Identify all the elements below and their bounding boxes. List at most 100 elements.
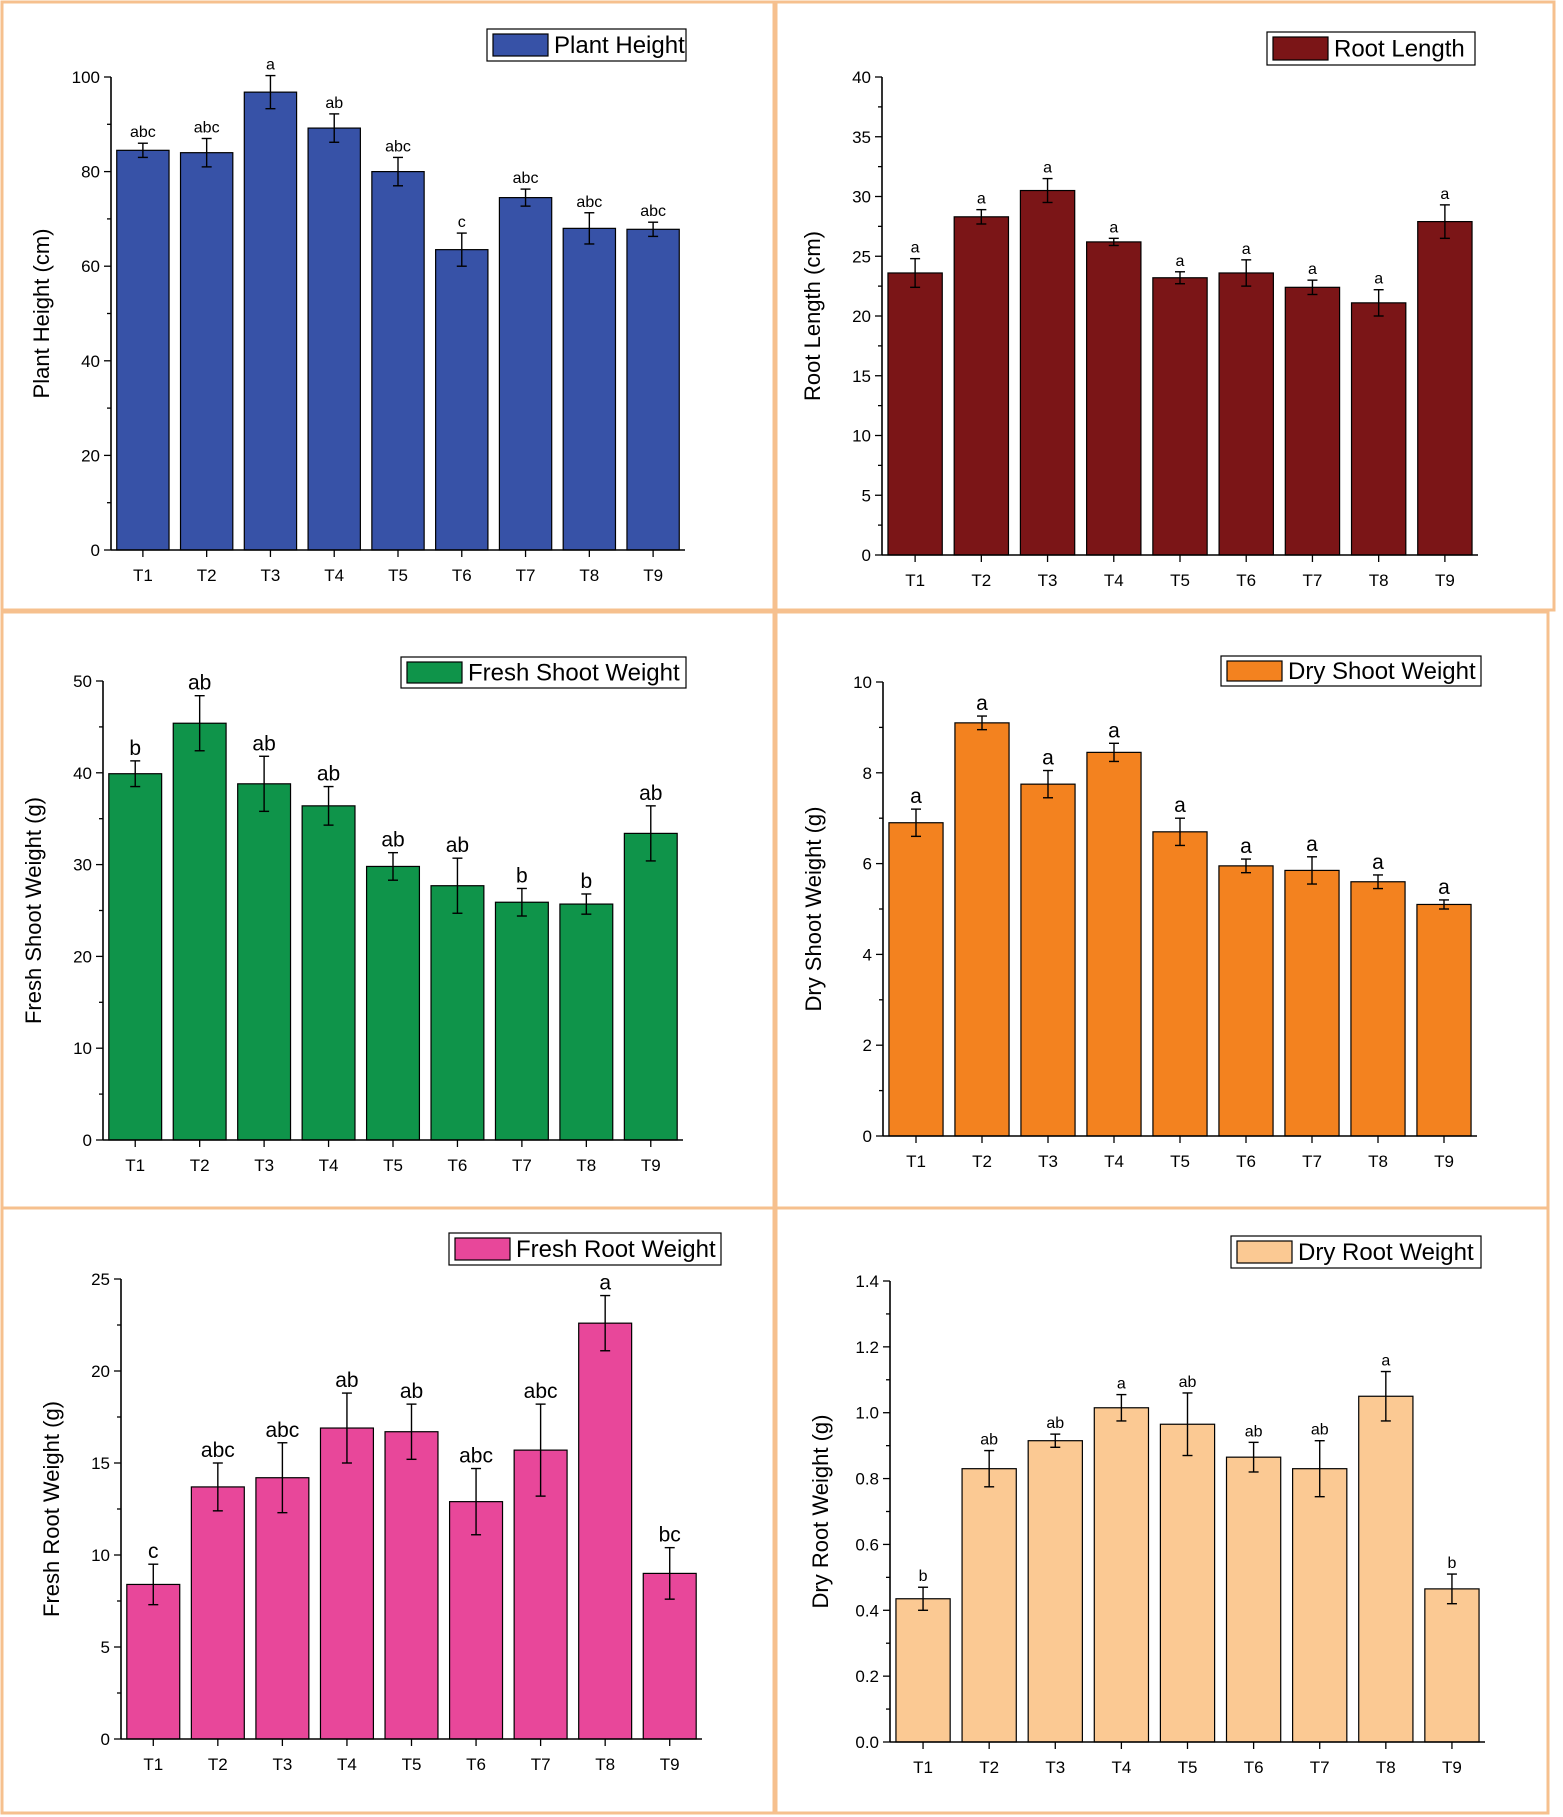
- significance-letter: abc: [576, 194, 602, 211]
- x-tick-label: T3: [1038, 1152, 1058, 1171]
- x-tick-label: T5: [383, 1156, 403, 1175]
- bar-T9[interactable]: [1417, 220, 1473, 556]
- significance-letter: a: [1374, 271, 1383, 288]
- significance-letter: a: [1242, 241, 1251, 258]
- significance-letter: b: [1447, 1555, 1456, 1572]
- panel-border-2: [774, 0, 1556, 612]
- bar-T1[interactable]: [108, 773, 163, 1141]
- significance-letter: b: [516, 864, 528, 887]
- y-tick-label: 10: [852, 427, 871, 446]
- x-tick-label: T6: [452, 566, 472, 585]
- x-tick-label: T3: [1045, 1758, 1065, 1777]
- significance-letter: ab: [381, 829, 404, 852]
- x-tick-label: T5: [402, 1755, 422, 1774]
- significance-letter: ab: [980, 1432, 998, 1449]
- bar-T6[interactable]: [430, 885, 485, 1141]
- bar-T2[interactable]: [172, 722, 227, 1141]
- bar-T1[interactable]: [126, 1583, 181, 1740]
- legend-swatch: [492, 33, 549, 57]
- bar-T9[interactable]: [1424, 1588, 1480, 1743]
- bar-T4[interactable]: [307, 127, 361, 551]
- bar-T6[interactable]: [435, 249, 489, 551]
- legend-label: Fresh Root Weight: [516, 1236, 716, 1263]
- bar-T7[interactable]: [1284, 869, 1340, 1137]
- bar-T8[interactable]: [1350, 881, 1406, 1137]
- significance-letter: ab: [188, 672, 211, 695]
- bar-T2[interactable]: [953, 216, 1010, 556]
- bar-T3[interactable]: [1027, 1440, 1083, 1743]
- bar-T1[interactable]: [887, 272, 943, 556]
- legend: Root Length: [1266, 31, 1476, 66]
- bar-T4[interactable]: [301, 805, 356, 1141]
- bar-T8[interactable]: [562, 227, 617, 551]
- bar-T2[interactable]: [179, 152, 234, 551]
- x-tick-label: T1: [133, 566, 153, 585]
- y-tick-label: 35: [852, 128, 871, 147]
- bar-T7[interactable]: [513, 1449, 568, 1740]
- bar-T3[interactable]: [1019, 189, 1076, 556]
- y-tick-label: 1.4: [855, 1272, 879, 1291]
- significance-letter: a: [1042, 747, 1054, 770]
- bar-T8[interactable]: [1350, 302, 1407, 556]
- x-tick-label: T9: [660, 1755, 680, 1774]
- bar-T3[interactable]: [1020, 783, 1076, 1137]
- bar-T8[interactable]: [1358, 1395, 1414, 1743]
- significance-letter: ab: [446, 834, 469, 857]
- bar-T7[interactable]: [494, 901, 549, 1141]
- x-tick-label: T5: [1178, 1758, 1198, 1777]
- bar-T6[interactable]: [448, 1501, 504, 1740]
- bar-T7[interactable]: [1284, 286, 1341, 556]
- bar-T9[interactable]: [1416, 903, 1472, 1137]
- bar-T8[interactable]: [559, 903, 614, 1141]
- y-tick-label: 25: [852, 247, 871, 266]
- bar-T9[interactable]: [642, 1572, 697, 1740]
- bar-T3[interactable]: [243, 91, 298, 551]
- y-tick-label: 0: [101, 1730, 110, 1749]
- bar-T5[interactable]: [1152, 831, 1208, 1137]
- x-tick-label: T8: [595, 1755, 615, 1774]
- bar-T9[interactable]: [623, 832, 678, 1141]
- bar-T7[interactable]: [1292, 1468, 1348, 1743]
- chart-4: 0 2 4 6 8 10 a T1 a T2 a T3 a T4 a T5 a T6 a T7 a T8 a T9 Dry Sh…: [801, 655, 1482, 1171]
- x-tick-label: T8: [1369, 571, 1389, 590]
- bar-T4[interactable]: [1093, 1407, 1150, 1743]
- y-tick-label: 20: [91, 1362, 110, 1381]
- bar-T4[interactable]: [319, 1427, 375, 1740]
- bar-T3[interactable]: [255, 1477, 310, 1740]
- bar-T1[interactable]: [116, 149, 170, 551]
- bar-T8[interactable]: [578, 1322, 633, 1740]
- bar-T6[interactable]: [1218, 865, 1274, 1137]
- bar-T1[interactable]: [895, 1598, 951, 1743]
- significance-letter: a: [266, 57, 275, 74]
- legend-swatch: [1226, 660, 1283, 682]
- x-tick-label: T4: [1111, 1758, 1131, 1777]
- bar-T5[interactable]: [384, 1431, 439, 1740]
- bar-T5[interactable]: [365, 865, 421, 1141]
- bar-T5[interactable]: [1159, 1423, 1216, 1743]
- x-tick-label: T4: [337, 1755, 357, 1774]
- bar-T6[interactable]: [1225, 1456, 1282, 1743]
- bar-T5[interactable]: [1152, 277, 1208, 556]
- y-tick-label: 0.6: [855, 1535, 879, 1554]
- bar-T3[interactable]: [237, 783, 292, 1141]
- bar-T2[interactable]: [190, 1486, 245, 1740]
- x-tick-label: T6: [466, 1755, 486, 1774]
- bar-T4[interactable]: [1086, 241, 1142, 556]
- significance-letter: ab: [400, 1380, 423, 1403]
- bar-T5[interactable]: [371, 171, 425, 551]
- x-tick-label: T7: [1303, 571, 1323, 590]
- x-tick-label: T1: [913, 1758, 933, 1777]
- legend: Dry Root Weight: [1230, 1235, 1482, 1269]
- bar-T4[interactable]: [1086, 751, 1142, 1137]
- significance-letter: a: [1308, 261, 1317, 278]
- bar-T7[interactable]: [498, 197, 553, 551]
- bar-T2[interactable]: [961, 1468, 1017, 1743]
- y-tick-label: 10: [853, 673, 872, 692]
- bar-T9[interactable]: [626, 228, 680, 551]
- bar-T1[interactable]: [888, 822, 944, 1137]
- legend-label: Dry Shoot Weight: [1288, 658, 1476, 685]
- y-tick-label: 0: [91, 541, 100, 560]
- bar-T6[interactable]: [1218, 272, 1274, 556]
- bar-T2[interactable]: [954, 722, 1010, 1137]
